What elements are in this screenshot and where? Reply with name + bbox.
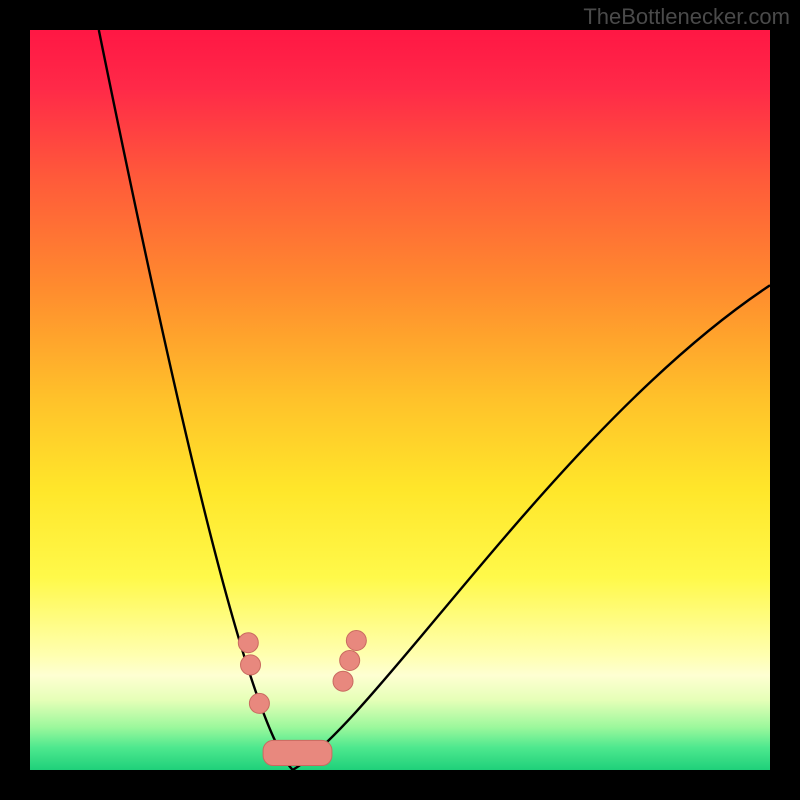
bottleneck-chart: TheBottlenecker.com xyxy=(0,0,800,800)
data-point xyxy=(238,633,258,653)
data-point xyxy=(346,631,366,651)
data-point xyxy=(333,671,353,691)
data-point xyxy=(249,693,269,713)
data-point xyxy=(340,650,360,670)
chart-svg xyxy=(0,0,800,800)
watermark-text: TheBottlenecker.com xyxy=(583,4,790,30)
trough-band xyxy=(263,740,332,765)
plot-background xyxy=(30,30,770,770)
data-point xyxy=(241,655,261,675)
